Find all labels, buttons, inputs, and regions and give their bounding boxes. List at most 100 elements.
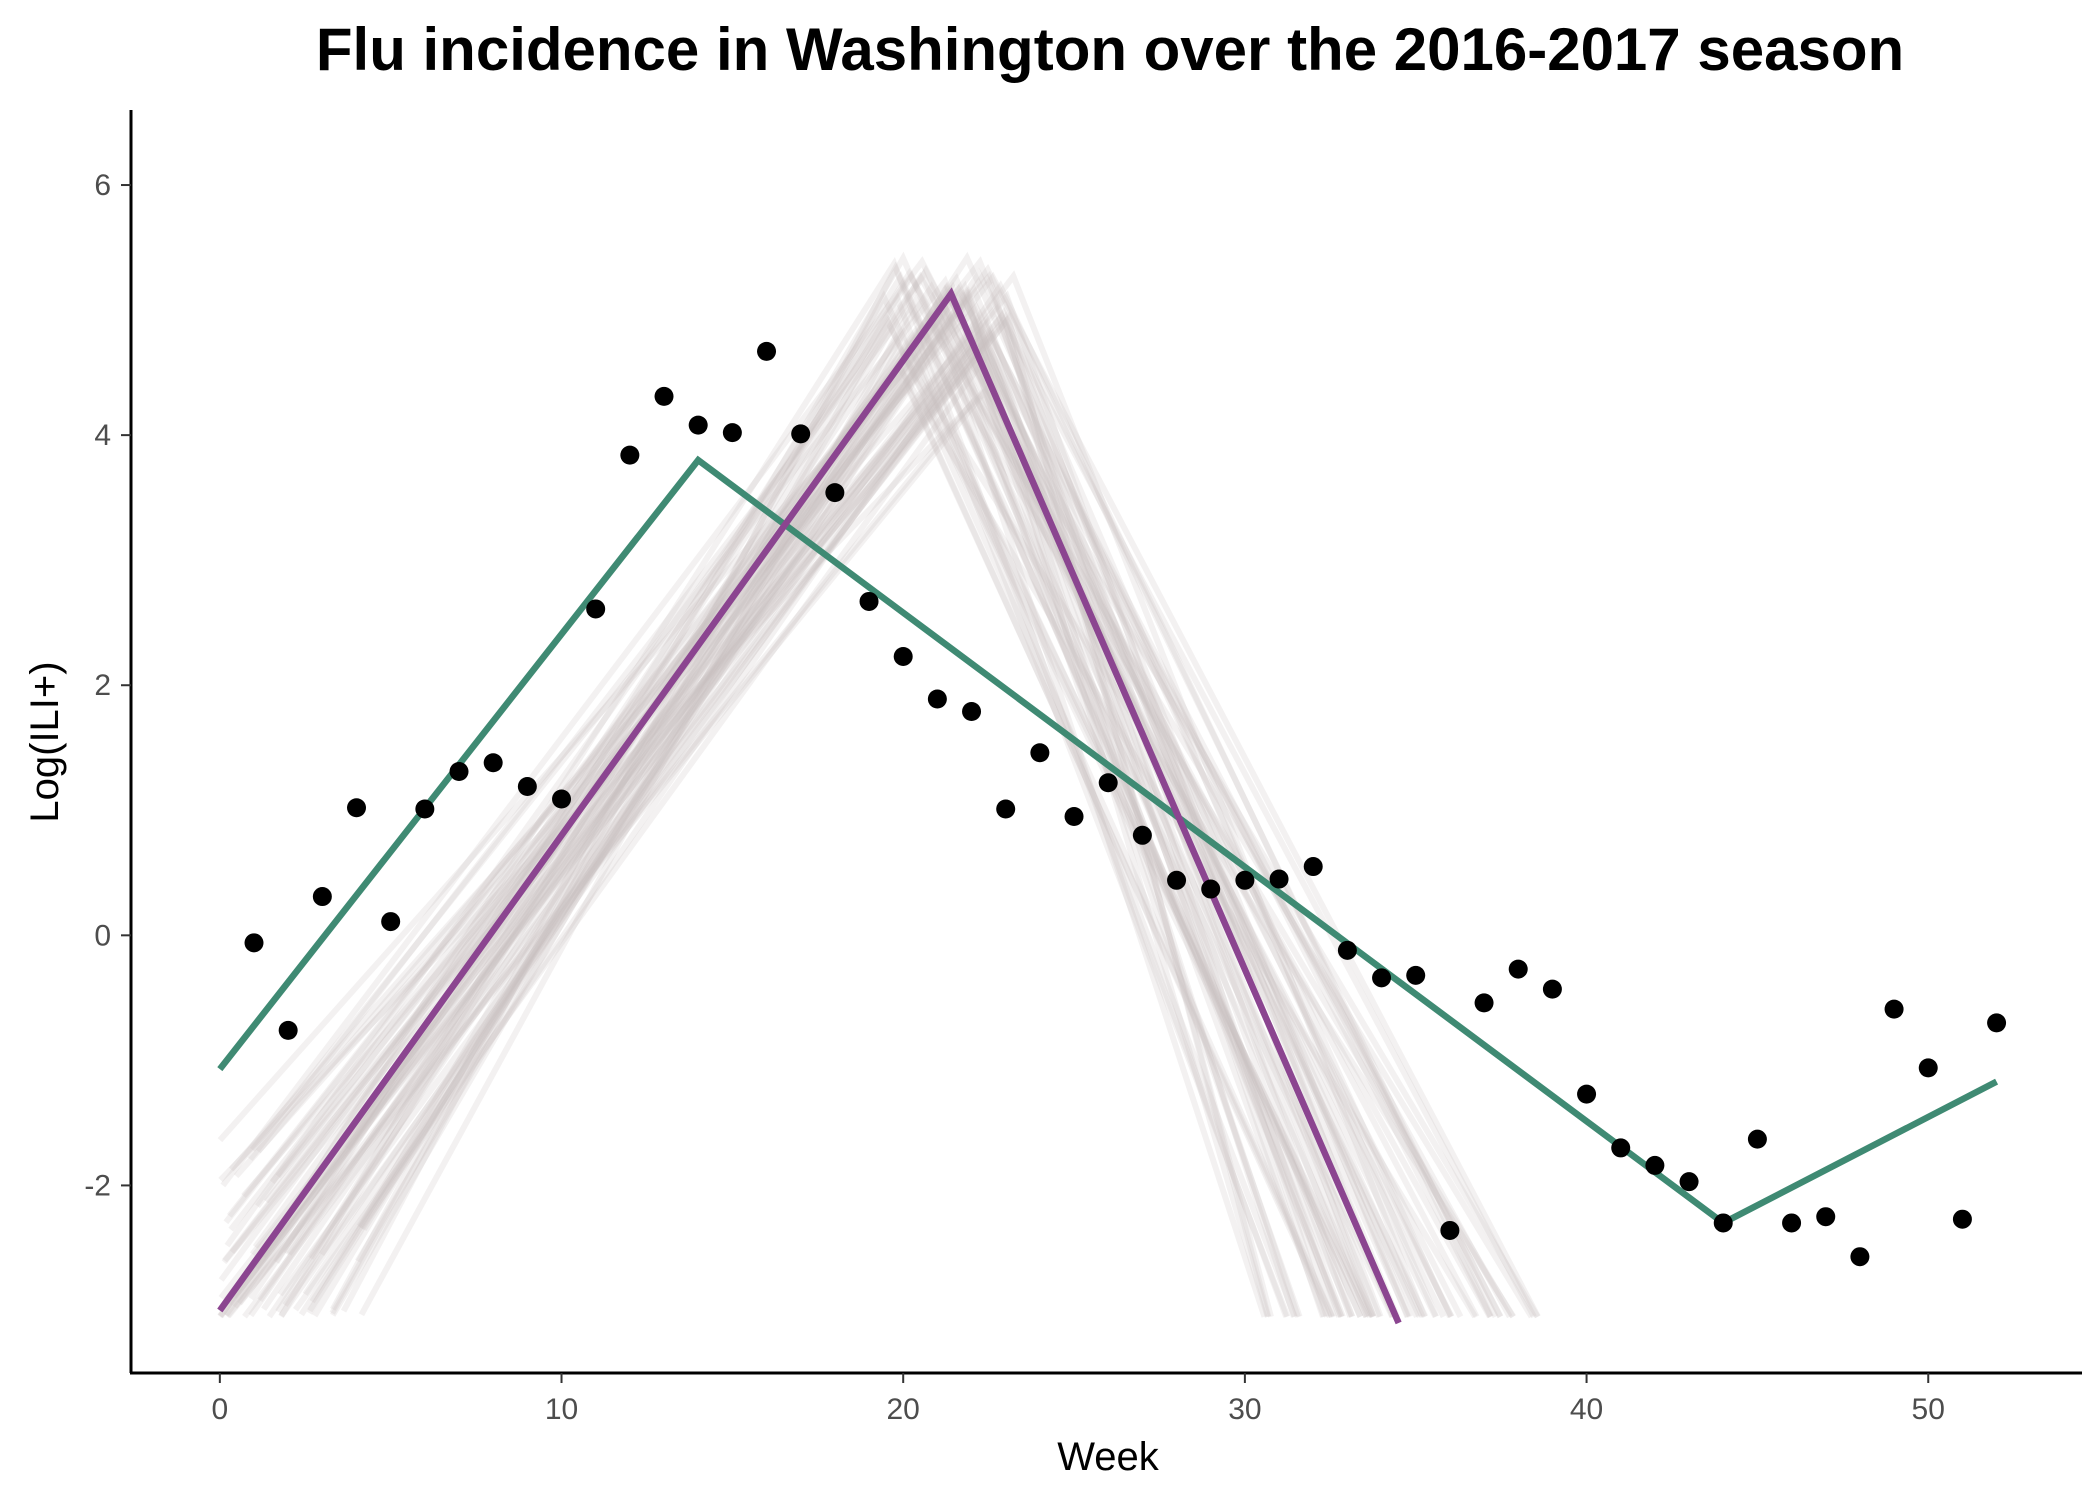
posterior-sample-line bbox=[266, 286, 1376, 1319]
observed-point bbox=[859, 591, 879, 611]
fitted-series-lines bbox=[217, 287, 1999, 1325]
observed-point bbox=[1440, 1220, 1460, 1240]
observed-point bbox=[483, 753, 503, 773]
observed-point bbox=[1167, 870, 1187, 890]
posterior-sample-line bbox=[217, 270, 1330, 1318]
posterior-sample-line bbox=[217, 303, 1356, 1318]
observed-point bbox=[1782, 1213, 1802, 1233]
posterior-sample-line bbox=[224, 329, 1503, 1319]
y-tick-label: -2 bbox=[84, 1169, 111, 1202]
x-tick-label: 50 bbox=[1912, 1393, 1945, 1426]
x-axis-label: Week bbox=[1057, 1435, 1160, 1479]
observed-point bbox=[1235, 870, 1255, 890]
posterior-sample-line bbox=[223, 263, 1499, 1319]
posterior-sample-line bbox=[225, 385, 1301, 1319]
posterior-sample-line bbox=[255, 301, 1494, 1319]
posterior-sample-line bbox=[255, 280, 1271, 1318]
posterior-sample-line bbox=[355, 281, 1412, 1318]
posterior-sample-line bbox=[260, 256, 1289, 1318]
observed-point bbox=[927, 689, 947, 709]
observed-points bbox=[244, 341, 2007, 1267]
observed-point bbox=[552, 789, 572, 809]
observed-point bbox=[1577, 1084, 1597, 1104]
y-tick-label: 6 bbox=[94, 169, 111, 202]
posterior-sample-line bbox=[224, 268, 1345, 1318]
posterior-sample-lines bbox=[217, 251, 1541, 1319]
observed-point bbox=[825, 483, 845, 503]
posterior-sample-line bbox=[263, 397, 1336, 1318]
posterior-sample-line bbox=[253, 283, 1400, 1318]
posterior-sample-line bbox=[278, 251, 1377, 1318]
posterior-sample-line bbox=[249, 331, 1338, 1318]
observed-point bbox=[1064, 807, 1084, 827]
observed-point bbox=[1201, 879, 1221, 899]
observed-point bbox=[415, 799, 435, 819]
observed-point bbox=[1098, 773, 1118, 793]
x-tick-label: 40 bbox=[1570, 1393, 1603, 1426]
posterior-sample-line bbox=[248, 281, 1439, 1319]
posterior-sample-line bbox=[228, 289, 1420, 1318]
posterior-sample-line bbox=[250, 275, 1328, 1318]
posterior-sample-line bbox=[302, 294, 1297, 1318]
posterior-sample-line bbox=[232, 325, 1298, 1318]
posterior-sample-line bbox=[308, 271, 1541, 1319]
posterior-sample-line bbox=[356, 267, 1537, 1319]
observed-point bbox=[244, 933, 264, 953]
posterior-sample-line bbox=[218, 320, 1343, 1318]
posterior-sample-line bbox=[222, 327, 1455, 1319]
observed-point bbox=[962, 701, 982, 721]
y-axis-ticks: -2 0 2 4 6 bbox=[84, 169, 131, 1202]
observed-point bbox=[1303, 857, 1323, 877]
posterior-sample-line bbox=[247, 301, 1516, 1319]
posterior-sample-line bbox=[269, 381, 1335, 1318]
posterior-sample-line bbox=[248, 284, 1504, 1319]
posterior-sample-line bbox=[224, 397, 1344, 1319]
posterior-sample-line bbox=[361, 284, 1513, 1319]
x-tick-label: 20 bbox=[887, 1393, 920, 1426]
x-tick-label: 0 bbox=[211, 1393, 228, 1426]
observed-point bbox=[893, 646, 913, 666]
observed-point bbox=[722, 423, 742, 443]
posterior-sample-line bbox=[261, 311, 1429, 1319]
posterior-sample-line bbox=[221, 315, 1396, 1318]
observed-point bbox=[1987, 1013, 2007, 1033]
posterior-sample-line bbox=[319, 292, 1291, 1318]
posterior-sample-line bbox=[293, 347, 1426, 1318]
observed-point bbox=[312, 887, 332, 907]
posterior-sample-line bbox=[273, 270, 1364, 1318]
posterior-sample-line bbox=[218, 388, 1447, 1319]
posterior-sample-line bbox=[298, 369, 1333, 1318]
posterior-sample-line bbox=[277, 307, 1274, 1318]
posterior-sample-line bbox=[329, 315, 1376, 1319]
observed-point bbox=[449, 762, 469, 782]
posterior-sample-line bbox=[307, 305, 1303, 1318]
posterior-sample-line bbox=[312, 327, 1370, 1319]
posterior-sample-line bbox=[330, 342, 1516, 1319]
observed-point bbox=[1679, 1172, 1699, 1192]
observed-point bbox=[1645, 1155, 1665, 1175]
posterior-sample-line bbox=[237, 311, 1272, 1318]
posterior-sample-line bbox=[252, 281, 1454, 1319]
posterior-sample-line bbox=[309, 288, 1354, 1318]
observed-point bbox=[996, 799, 1016, 819]
posterior-sample-line bbox=[278, 280, 1494, 1319]
y-tick-label: 0 bbox=[94, 919, 111, 952]
posterior-sample-line bbox=[340, 261, 1364, 1318]
observed-point bbox=[1337, 940, 1357, 960]
observed-point bbox=[1611, 1138, 1631, 1158]
observed-point bbox=[1406, 965, 1426, 985]
x-tick-label: 10 bbox=[545, 1393, 578, 1426]
posterior-sample-line bbox=[344, 313, 1370, 1319]
posterior-sample-line bbox=[242, 311, 1440, 1319]
observed-point bbox=[347, 798, 367, 818]
observed-point bbox=[1474, 993, 1494, 1013]
y-tick-label: 4 bbox=[94, 419, 111, 452]
observed-point bbox=[1747, 1129, 1767, 1149]
y-tick-label: 2 bbox=[94, 669, 111, 702]
posterior-sample-line bbox=[220, 256, 1464, 1319]
posterior-sample-line bbox=[286, 342, 1396, 1319]
posterior-sample-line bbox=[358, 293, 1535, 1319]
observed-point bbox=[1269, 869, 1289, 889]
posterior-sample-line bbox=[226, 256, 1411, 1318]
